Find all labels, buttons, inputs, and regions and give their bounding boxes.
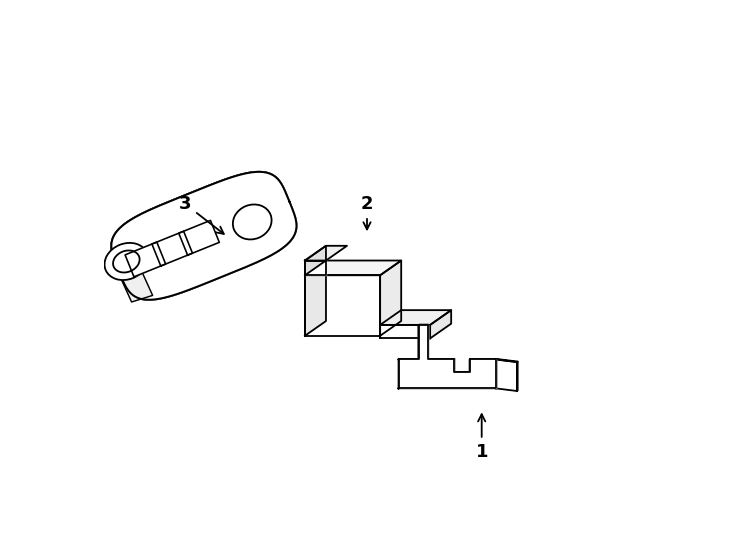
- Polygon shape: [152, 231, 192, 266]
- Polygon shape: [305, 246, 347, 260]
- Polygon shape: [305, 246, 326, 275]
- Text: 2: 2: [360, 195, 374, 230]
- Ellipse shape: [113, 251, 139, 273]
- Polygon shape: [399, 325, 497, 373]
- Polygon shape: [380, 325, 430, 339]
- Polygon shape: [305, 260, 326, 336]
- Ellipse shape: [104, 243, 148, 280]
- Polygon shape: [179, 220, 219, 255]
- Text: 3: 3: [179, 195, 224, 234]
- Polygon shape: [380, 310, 451, 325]
- Polygon shape: [305, 260, 326, 275]
- Polygon shape: [496, 359, 517, 362]
- Text: 1: 1: [476, 414, 488, 461]
- Polygon shape: [399, 325, 496, 388]
- Polygon shape: [305, 260, 401, 275]
- Polygon shape: [112, 172, 291, 282]
- Ellipse shape: [233, 205, 272, 239]
- Polygon shape: [380, 260, 401, 336]
- Polygon shape: [305, 275, 380, 336]
- Polygon shape: [496, 360, 517, 391]
- Polygon shape: [112, 172, 297, 300]
- Polygon shape: [125, 242, 166, 277]
- Polygon shape: [430, 310, 451, 339]
- Polygon shape: [118, 266, 153, 302]
- Polygon shape: [112, 172, 297, 300]
- Polygon shape: [399, 325, 496, 388]
